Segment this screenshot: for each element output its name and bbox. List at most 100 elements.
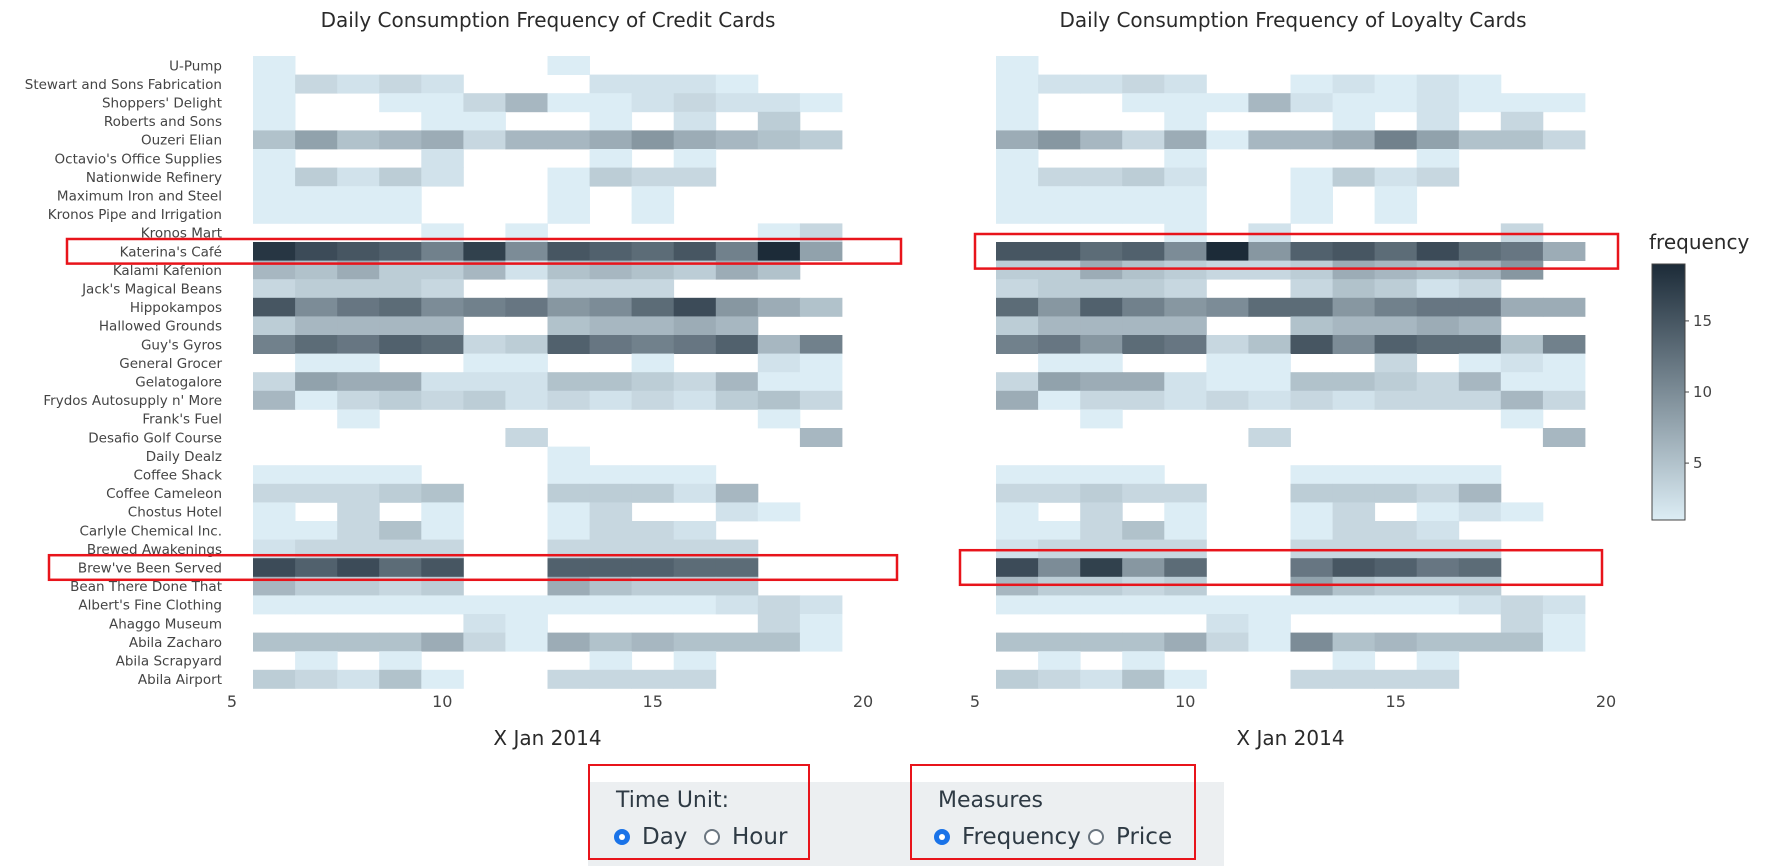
heatmap-cell[interactable] [547, 669, 591, 689]
heatmap-cell[interactable] [673, 390, 717, 410]
heatmap-cell[interactable] [1416, 167, 1460, 187]
heatmap-cell[interactable] [1122, 260, 1165, 280]
heatmap-cell[interactable] [253, 632, 296, 652]
heatmap-cell[interactable] [996, 56, 1039, 75]
heatmap-cell[interactable] [1332, 390, 1376, 410]
heatmap-cell[interactable] [673, 558, 717, 578]
heatmap-cell[interactable] [589, 130, 633, 150]
heatmap-cell[interactable] [757, 632, 801, 652]
heatmap-cell[interactable] [1206, 390, 1249, 410]
heatmap-cell[interactable] [1122, 465, 1165, 485]
heatmap-cell[interactable] [1038, 130, 1081, 150]
heatmap-cell[interactable] [1542, 93, 1586, 113]
heatmap-cell[interactable] [1164, 502, 1207, 522]
heatmap-cell[interactable] [757, 130, 801, 150]
heatmap-cell[interactable] [1332, 167, 1376, 187]
heatmap-cell[interactable] [1290, 335, 1334, 354]
heatmap-cell[interactable] [1542, 242, 1586, 261]
heatmap-cell[interactable] [1038, 632, 1081, 652]
heatmap-cell[interactable] [379, 297, 422, 317]
heatmap-cell[interactable] [253, 669, 296, 689]
heatmap-cell[interactable] [715, 242, 759, 261]
heatmap-cell[interactable] [996, 669, 1039, 689]
heatmap-cell[interactable] [295, 186, 338, 206]
heatmap-cell[interactable] [799, 297, 843, 317]
heatmap-cell[interactable] [1416, 316, 1460, 336]
heatmap-cell[interactable] [337, 465, 380, 485]
heatmap-cell[interactable] [1290, 502, 1334, 522]
heatmap-cell[interactable] [715, 576, 759, 596]
frequency-radio[interactable] [934, 829, 950, 845]
heatmap-cell[interactable] [1038, 521, 1081, 540]
heatmap-cell[interactable] [631, 204, 675, 224]
heatmap-cell[interactable] [1374, 130, 1418, 150]
heatmap-cell[interactable] [379, 335, 422, 354]
heatmap-cell[interactable] [1416, 521, 1460, 540]
heatmap-cell[interactable] [253, 539, 296, 559]
heatmap-cell[interactable] [1080, 260, 1123, 280]
heatmap-cell[interactable] [1122, 558, 1165, 578]
heatmap-cell[interactable] [253, 502, 296, 522]
heatmap-cell[interactable] [673, 335, 717, 354]
heatmap-cell[interactable] [547, 521, 591, 540]
heatmap-cell[interactable] [547, 316, 591, 336]
heatmap-cell[interactable] [1542, 428, 1586, 447]
heatmap-cell[interactable] [1374, 576, 1418, 596]
heatmap-cell[interactable] [379, 74, 422, 94]
heatmap-cell[interactable] [1332, 335, 1376, 354]
heatmap-cell[interactable] [547, 446, 591, 466]
heatmap-cell[interactable] [631, 130, 675, 150]
heatmap-cell[interactable] [757, 223, 801, 243]
heatmap-cell[interactable] [1374, 242, 1418, 261]
heatmap-cell[interactable] [1038, 167, 1081, 187]
heatmap-cell[interactable] [757, 614, 801, 633]
heatmap-cell[interactable] [1164, 130, 1207, 150]
heatmap-cell[interactable] [1164, 521, 1207, 540]
heatmap-cell[interactable] [1500, 595, 1544, 615]
heatmap-cell[interactable] [1374, 390, 1418, 410]
heatmap-cell[interactable] [421, 558, 464, 578]
heatmap-cell[interactable] [589, 111, 633, 131]
heatmap-cell[interactable] [463, 595, 506, 615]
heatmap-cell[interactable] [631, 390, 675, 410]
heatmap-cell[interactable] [1542, 632, 1586, 652]
heatmap-cell[interactable] [1206, 93, 1249, 113]
heatmap-cell[interactable] [1038, 74, 1081, 94]
heatmap-cell[interactable] [1416, 260, 1460, 280]
heatmap-cell[interactable] [996, 149, 1039, 168]
heatmap-cell[interactable] [379, 279, 422, 299]
heatmap-cell[interactable] [1332, 279, 1376, 299]
heatmap-cell[interactable] [1416, 297, 1460, 317]
heatmap-cell[interactable] [1080, 558, 1123, 578]
heatmap-cell[interactable] [589, 74, 633, 94]
heatmap-cell[interactable] [1332, 74, 1376, 94]
heatmap-cell[interactable] [1290, 390, 1334, 410]
heatmap-cell[interactable] [1122, 279, 1165, 299]
heatmap-cell[interactable] [1458, 483, 1502, 503]
heatmap-cell[interactable] [996, 297, 1039, 317]
heatmap-cell[interactable] [631, 483, 675, 503]
heatmap-cell[interactable] [1290, 167, 1334, 187]
heatmap-cell[interactable] [379, 260, 422, 280]
heatmap-cell[interactable] [631, 260, 675, 280]
heatmap-cell[interactable] [1038, 260, 1081, 280]
heatmap-cell[interactable] [1038, 353, 1081, 373]
heatmap-cell[interactable] [1290, 74, 1334, 94]
heatmap-cell[interactable] [799, 335, 843, 354]
heatmap-cell[interactable] [1038, 390, 1081, 410]
heatmap-cell[interactable] [1374, 186, 1418, 206]
heatmap-cell[interactable] [1290, 204, 1334, 224]
heatmap-cell[interactable] [295, 335, 338, 354]
heatmap-cell[interactable] [505, 372, 548, 392]
heatmap-cell[interactable] [996, 74, 1039, 94]
heatmap-cell[interactable] [379, 93, 422, 113]
heatmap-cell[interactable] [337, 595, 380, 615]
heatmap-cell[interactable] [379, 651, 422, 671]
heatmap-cell[interactable] [1122, 74, 1165, 94]
heatmap-cell[interactable] [1206, 372, 1249, 392]
heatmap-cell[interactable] [631, 465, 675, 485]
heatmap-cell[interactable] [295, 74, 338, 94]
heatmap-cell[interactable] [1416, 632, 1460, 652]
heatmap-cell[interactable] [421, 74, 464, 94]
heatmap-cell[interactable] [295, 260, 338, 280]
